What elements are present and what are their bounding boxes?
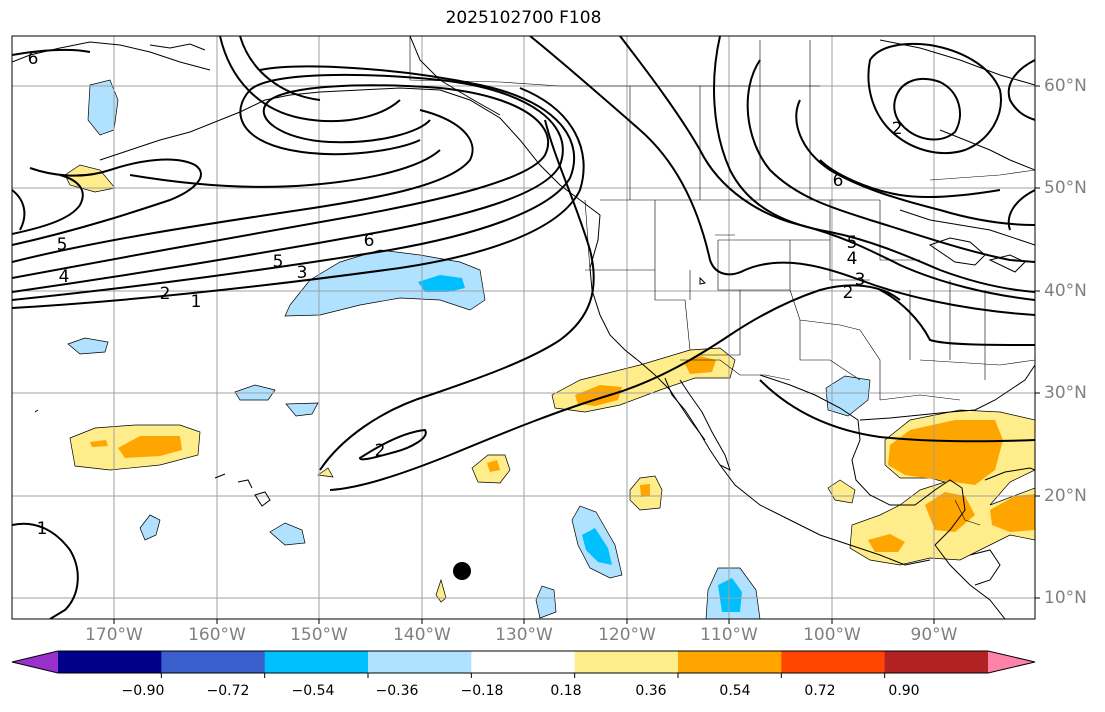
contour-line — [239, 36, 321, 101]
lat-label: 10°N — [1044, 588, 1087, 608]
colorbar-tick-label: −0.18 — [460, 683, 504, 699]
colorbar-tick-label: 0.72 — [804, 683, 836, 699]
contour-label: 5 — [847, 233, 858, 253]
contour-line — [12, 84, 550, 279]
colorbar-segment — [574, 651, 679, 673]
lon-label: 120°W — [598, 625, 656, 645]
colorbar-tick-label: −0.72 — [206, 683, 250, 699]
contour-line — [879, 289, 1035, 346]
colorbar-segment — [884, 651, 989, 673]
colorbar-tick-label: −0.90 — [121, 683, 165, 699]
lat-label: 50°N — [1044, 178, 1087, 198]
map-title: 2025102700 F108 — [445, 8, 602, 28]
contour-line — [129, 149, 441, 188]
lat-label: 60°N — [1044, 76, 1087, 96]
colorbar-extend-high — [988, 651, 1035, 673]
anomaly-negative-light — [67, 337, 109, 355]
contour-line — [329, 284, 901, 491]
contour-line — [12, 174, 84, 235]
lon-label: 90°W — [910, 625, 958, 645]
contour-line — [713, 36, 1035, 293]
anomaly-negative-light — [284, 249, 486, 317]
lat-label: 40°N — [1044, 281, 1087, 301]
contour-line — [12, 158, 202, 246]
contour-line — [219, 36, 401, 123]
contour-line — [12, 109, 474, 263]
colorbar-tick-label: −0.36 — [375, 683, 419, 699]
contour-line — [819, 159, 1001, 199]
contour-label: 2 — [375, 441, 386, 461]
contour-label: 3 — [297, 263, 308, 283]
colorbar-tick-label: −0.54 — [291, 683, 335, 699]
contour-line — [1007, 59, 1035, 121]
lat-label: 20°N — [1044, 486, 1087, 506]
colorbar — [11, 650, 1036, 678]
colorbar-segment — [58, 651, 162, 673]
lon-label: 150°W — [290, 625, 348, 645]
contour-label: 1 — [37, 519, 48, 539]
contour-line — [358, 428, 427, 461]
contour-line — [12, 522, 79, 619]
lon-label: 100°W — [803, 625, 861, 645]
colorbar-segment — [161, 651, 266, 673]
lat-label: 30°N — [1044, 383, 1087, 403]
contour-label: 4 — [847, 249, 858, 269]
storm-position-dot — [453, 562, 471, 580]
contour-label: 1 — [191, 292, 202, 312]
contour-line — [867, 42, 1002, 154]
lon-label: 140°W — [393, 625, 451, 645]
lon-label: 110°W — [700, 625, 758, 645]
colorbar-tick-label: 0.36 — [635, 683, 667, 699]
contour-label: 3 — [855, 270, 866, 290]
contour-label: 6 — [28, 49, 39, 69]
contour-line — [893, 78, 961, 141]
contour-label: 6 — [833, 171, 844, 191]
colorbar-segment — [471, 651, 576, 673]
colorbar-segment — [781, 651, 886, 673]
contour-label: 5 — [273, 252, 284, 272]
contour-line — [795, 99, 1035, 226]
colorbar-segment — [264, 651, 369, 673]
anomaly-negative-light — [269, 522, 306, 546]
shaded-anomaly-fields — [64, 79, 1035, 619]
contour-label: 4 — [59, 267, 70, 287]
gridlines — [12, 36, 1035, 619]
anomaly-negative-light — [285, 402, 319, 417]
colorbar-tick-label: 0.90 — [888, 683, 920, 699]
axis-ticks — [113, 85, 1040, 624]
contour-line — [12, 65, 576, 301]
contour-label: 2 — [892, 119, 903, 139]
contour-line — [529, 36, 1035, 316]
colorbar-segment — [368, 651, 472, 673]
contour-line — [746, 59, 1035, 263]
colorbar-tick-label: 0.54 — [719, 683, 751, 699]
contour-line — [12, 73, 564, 293]
contour-line — [759, 379, 1035, 443]
contour-label: 2 — [843, 283, 854, 303]
anomaly-negative-light — [139, 514, 161, 541]
contour-line — [319, 119, 595, 471]
height-contours — [12, 36, 1035, 619]
colorbar-tick-label: 0.18 — [550, 683, 582, 699]
contour-label: 5 — [57, 235, 68, 255]
colorbar-outline — [11, 650, 1036, 674]
lon-label: 160°W — [188, 625, 246, 645]
anomaly-positive-light — [317, 467, 334, 478]
lon-label: 170°W — [85, 625, 143, 645]
contour-line — [12, 87, 585, 309]
anomaly-negative-light — [535, 585, 557, 619]
lon-label: 130°W — [495, 625, 553, 645]
contour-line — [1007, 189, 1035, 231]
contour-label: 2 — [160, 284, 171, 304]
contour-line — [12, 189, 26, 231]
colorbar-extend-low — [12, 651, 58, 673]
contour-line — [12, 48, 91, 56]
contour-label: 6 — [364, 231, 375, 251]
colorbar-segment — [678, 651, 782, 673]
